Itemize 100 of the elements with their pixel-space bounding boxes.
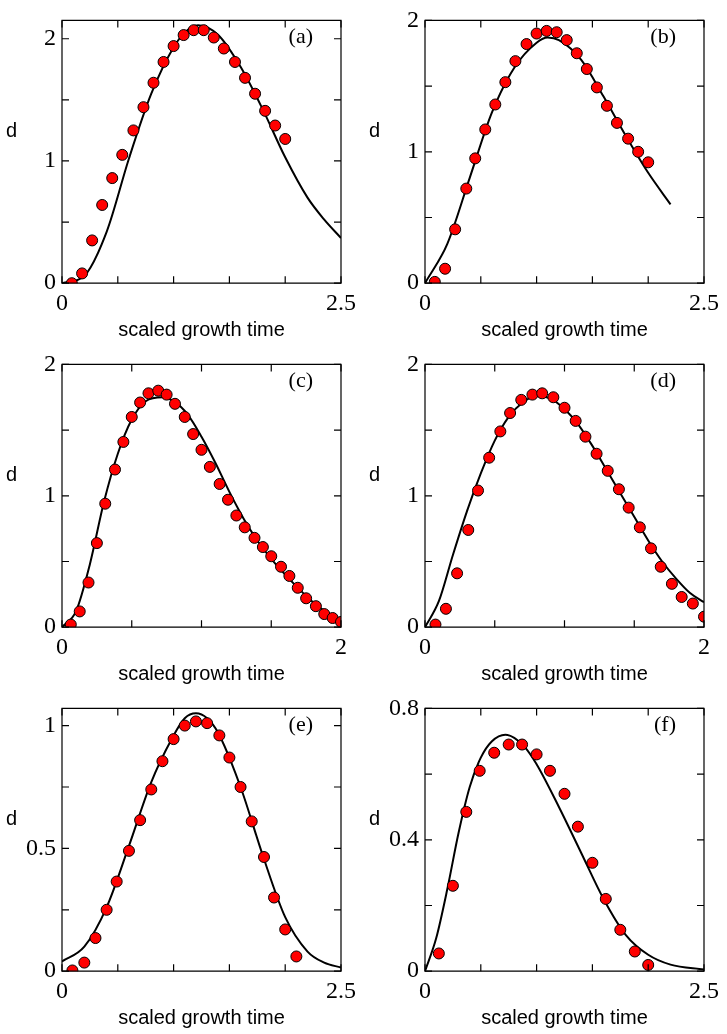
y-axis-title: d bbox=[6, 463, 18, 486]
point bbox=[558, 401, 571, 414]
point bbox=[90, 537, 103, 550]
x-axis-title: scaled growth time bbox=[118, 661, 285, 684]
point bbox=[654, 560, 667, 573]
point bbox=[89, 932, 102, 945]
point bbox=[558, 787, 571, 800]
y-tick-label: 2 bbox=[44, 349, 56, 376]
point bbox=[489, 98, 502, 111]
y-tick-label: 0 bbox=[44, 268, 56, 295]
point bbox=[473, 764, 486, 777]
point bbox=[279, 923, 292, 936]
point bbox=[633, 521, 646, 534]
point bbox=[268, 891, 281, 904]
point bbox=[245, 815, 258, 828]
point bbox=[449, 223, 462, 236]
point bbox=[642, 958, 655, 971]
point bbox=[644, 542, 657, 555]
point bbox=[78, 956, 91, 969]
point bbox=[222, 493, 235, 506]
point bbox=[590, 81, 603, 94]
point bbox=[167, 733, 180, 746]
point bbox=[560, 34, 573, 47]
point bbox=[275, 560, 288, 573]
point bbox=[451, 567, 464, 580]
point bbox=[520, 38, 533, 51]
point bbox=[116, 148, 129, 161]
y-tick-label: 2 bbox=[407, 5, 419, 32]
point bbox=[213, 477, 226, 490]
point bbox=[628, 945, 641, 958]
point bbox=[248, 531, 261, 544]
point bbox=[178, 410, 191, 423]
point bbox=[579, 430, 592, 443]
point bbox=[189, 715, 202, 728]
point bbox=[600, 99, 613, 112]
y-tick-label: 0.8 bbox=[389, 693, 419, 720]
point bbox=[462, 523, 475, 536]
point bbox=[632, 145, 645, 158]
point bbox=[300, 592, 313, 605]
point bbox=[446, 879, 459, 892]
x-tick-label: 2.5 bbox=[326, 288, 356, 315]
point bbox=[504, 407, 517, 420]
point bbox=[249, 87, 262, 100]
point bbox=[570, 47, 583, 60]
x-axis-title: scaled growth time bbox=[481, 317, 648, 340]
point bbox=[157, 55, 170, 68]
point bbox=[488, 746, 501, 759]
y-tick-label: 0 bbox=[407, 612, 419, 639]
y-tick-label: 0.5 bbox=[26, 833, 56, 860]
point bbox=[228, 55, 241, 68]
point bbox=[283, 569, 296, 582]
point bbox=[432, 947, 445, 960]
point bbox=[256, 541, 269, 554]
point bbox=[178, 719, 191, 732]
point bbox=[169, 397, 181, 410]
point bbox=[530, 27, 543, 40]
point bbox=[614, 923, 627, 936]
point bbox=[483, 451, 496, 464]
y-tick-label: 1 bbox=[407, 137, 419, 164]
point bbox=[86, 234, 99, 247]
point bbox=[460, 182, 473, 195]
point bbox=[460, 805, 473, 818]
point bbox=[187, 428, 200, 441]
point bbox=[145, 783, 158, 796]
point bbox=[203, 460, 216, 473]
point bbox=[675, 590, 688, 603]
point bbox=[259, 104, 272, 117]
point bbox=[269, 119, 282, 132]
point bbox=[686, 597, 699, 610]
annotation: (b) bbox=[650, 23, 676, 49]
point bbox=[238, 521, 251, 534]
point bbox=[110, 875, 123, 888]
y-axis-title: d bbox=[6, 807, 18, 830]
y-tick-label: 2 bbox=[407, 349, 419, 376]
y-tick-label: 0 bbox=[407, 268, 419, 295]
point bbox=[642, 156, 655, 169]
y-tick-label: 0 bbox=[44, 956, 56, 983]
point bbox=[509, 55, 522, 68]
point bbox=[99, 497, 112, 510]
point bbox=[590, 447, 603, 460]
y-axis-title: d bbox=[369, 807, 381, 830]
point bbox=[234, 780, 247, 793]
point bbox=[622, 501, 635, 514]
point bbox=[76, 267, 89, 280]
point bbox=[622, 132, 635, 145]
point bbox=[239, 71, 252, 84]
y-tick-label: 0 bbox=[44, 612, 56, 639]
point bbox=[134, 396, 147, 409]
point bbox=[265, 550, 278, 563]
point bbox=[472, 484, 485, 497]
point bbox=[515, 393, 528, 406]
x-tick-label: 2.5 bbox=[689, 976, 719, 1003]
point bbox=[207, 31, 220, 44]
point bbox=[167, 40, 180, 53]
point bbox=[601, 464, 614, 477]
x-axis-title: scaled growth time bbox=[118, 1005, 285, 1028]
point bbox=[106, 172, 119, 185]
x-tick-label: 2.5 bbox=[689, 288, 719, 315]
point bbox=[571, 820, 584, 833]
x-axis-title: scaled growth time bbox=[118, 317, 285, 340]
